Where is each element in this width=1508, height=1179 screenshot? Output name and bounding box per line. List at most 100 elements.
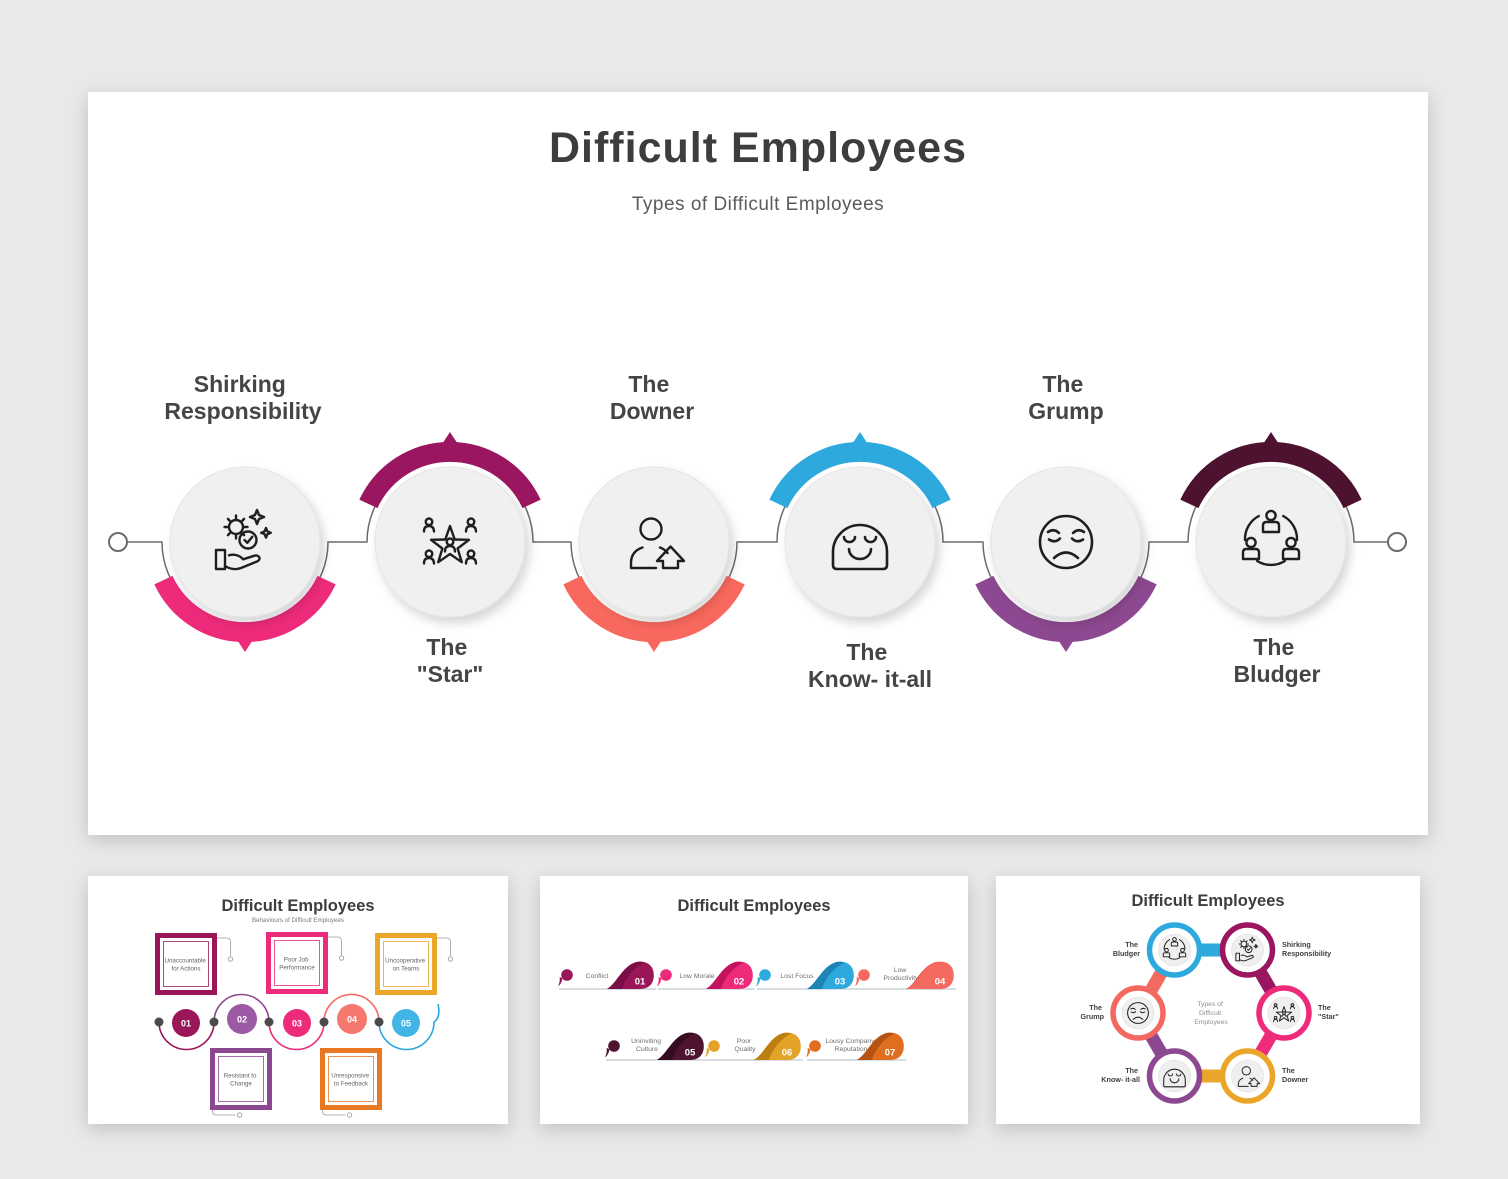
list-item: Low Productivity 04 [855, 961, 956, 990]
svg-text:01: 01 [181, 1019, 191, 1029]
drop-icon [705, 1040, 720, 1058]
behaviour-square: Uncooperative on Teams [375, 933, 454, 995]
svg-text:Unaccountable for Acti: Unaccountable for Actions [164, 958, 207, 973]
cycle-center-caption: Types of Difficult Employees [1194, 1001, 1228, 1026]
node-arc-point [637, 626, 671, 652]
employee-type-node: The Know- it-all [769, 432, 951, 692]
svg-text:Lost Focus: Lost Focus [780, 973, 814, 980]
cycle-node: The Bludger [1113, 922, 1203, 978]
cycle-node: Shirking Responsibility [1219, 922, 1331, 978]
step-circle: 01 [172, 1009, 200, 1037]
drop-icon [605, 1040, 620, 1058]
employee-type-label: The Know- it-all [808, 639, 932, 692]
thumbnail-title: Difficult Employees [221, 897, 374, 915]
step-circle: 02 [227, 1004, 257, 1034]
timeline-connector-line [127, 458, 1388, 626]
svg-text:04: 04 [347, 1015, 357, 1025]
drop-icon [806, 1040, 821, 1058]
employee-type-node: Shirking Responsibility [154, 371, 336, 652]
svg-text:The "Star": The "Star" [1318, 1003, 1339, 1021]
cycle-node: The Downer [1219, 1048, 1309, 1104]
svg-text:The Bludger: The Bludger [1113, 940, 1140, 958]
svg-text:Lousy Company Reputati: Lousy Company Reputation [825, 1038, 876, 1053]
list-item: Lost Focus 03 [756, 961, 856, 990]
svg-text:Poor Quality: Poor Quality [734, 1038, 756, 1053]
node-circle [578, 466, 730, 618]
employee-type-label: Shirking Responsibility [164, 371, 321, 424]
svg-text:01: 01 [635, 977, 646, 988]
drop-icon [558, 969, 573, 987]
cycle-node: The "Star" [1256, 985, 1339, 1041]
svg-text:05: 05 [401, 1019, 411, 1029]
svg-text:07: 07 [885, 1048, 896, 1059]
svg-text:02: 02 [734, 977, 745, 988]
svg-text:The Grump: The Grump [1080, 1003, 1104, 1021]
svg-text:03: 03 [292, 1019, 302, 1029]
thumbnail-title: Difficult Employees [1131, 892, 1284, 910]
step-divider-dots [154, 1017, 384, 1027]
thumbnail-subtitle: Behaviours of Difficult Employees [252, 917, 344, 924]
employee-type-label: The Downer [610, 371, 694, 424]
step-wave-line [158, 993, 440, 1051]
behaviour-square: Poor Job Performance [266, 932, 345, 994]
thumbnail-list-slide[interactable]: Difficult Employees Conflict 01 Low Mora… [540, 876, 968, 1124]
svg-text:Shirking Responsibilit: Shirking Responsibility [1282, 940, 1331, 958]
behaviour-square: Unaccountable for Actions [155, 933, 234, 995]
svg-text:04: 04 [935, 977, 946, 988]
svg-text:Uncooperative on Teams: Uncooperative on Teams [385, 958, 427, 973]
svg-text:05: 05 [685, 1048, 696, 1059]
slide-title: Difficult Employees [548, 124, 968, 172]
drop-icon [756, 969, 771, 987]
drop-icon [657, 969, 672, 987]
svg-text:Uninviting Culture: Uninviting Culture [631, 1038, 663, 1053]
svg-text:Resistant to Change: Resistant to Change [224, 1073, 258, 1088]
step-circle: 03 [283, 1009, 311, 1037]
list-item: Poor Quality 06 [705, 1032, 803, 1061]
behaviour-square: Resistant to Change [210, 1048, 272, 1118]
cycle-node: The Grump [1080, 985, 1166, 1041]
svg-text:The Downer: The Downer [1282, 1066, 1309, 1084]
employee-type-node: The "Star" [359, 432, 541, 687]
node-circle [374, 466, 526, 618]
timeline-start-dot [108, 532, 128, 552]
svg-text:Conflict: Conflict [586, 973, 609, 980]
svg-text:Unresponsive to Feedba: Unresponsive to Feedback [331, 1073, 371, 1088]
list-item: Conflict 01 [558, 961, 656, 990]
svg-text:03: 03 [835, 977, 846, 988]
node-arc-point [433, 432, 467, 458]
node-circle [784, 466, 936, 618]
node-circle [990, 466, 1142, 618]
thumbnail-behaviours-slide[interactable]: Difficult Employees Behaviours of Diffic… [88, 876, 508, 1124]
step-circle: 05 [392, 1009, 420, 1037]
svg-text:The Know- it-all: The Know- it-all [1101, 1066, 1140, 1084]
node-arc-point [843, 432, 877, 458]
employee-type-label: The Bludger [1234, 634, 1321, 687]
node-arc-point [1049, 626, 1083, 652]
svg-text:Poor Job Performance: Poor Job Performance [279, 957, 315, 972]
svg-text:Low Morale: Low Morale [679, 973, 714, 980]
svg-text:Low Productivity: Low Productivity [883, 967, 919, 982]
employee-type-label: The "Star" [417, 634, 484, 687]
employee-type-label: The Grump [1028, 371, 1103, 424]
thumbnail-title: Difficult Employees [677, 897, 830, 915]
node-arc-point [1254, 432, 1288, 458]
node-circle [1195, 466, 1347, 618]
svg-text:06: 06 [782, 1048, 793, 1059]
employee-type-node: The Grump [975, 371, 1157, 652]
list-item: Low Morale 02 [657, 961, 755, 990]
main-slide-preview: Difficult Employees Types of Difficult E… [88, 92, 1428, 835]
cycle-node: The Know- it-all [1101, 1048, 1203, 1104]
list-item: Lousy Company Reputation 07 [806, 1032, 906, 1061]
svg-text:02: 02 [237, 1015, 247, 1025]
timeline-end-dot [1387, 532, 1407, 552]
drop-icon [855, 969, 870, 987]
thumbnail-cycle-slide[interactable]: Difficult Employees Types of Difficult E… [996, 876, 1420, 1124]
node-arc-point [228, 626, 262, 652]
step-circle: 04 [337, 1004, 367, 1034]
list-item: Uninviting Culture 05 [605, 1032, 706, 1061]
timeline-diagram: Shirking Responsibility The "Star" The D… [108, 371, 1407, 692]
slide-subtitle: Types of Difficult Employees [631, 194, 885, 215]
employee-type-node: The Bludger [1180, 432, 1362, 687]
employee-type-node: The Downer [563, 371, 745, 652]
behaviour-square: Unresponsive to Feedback [320, 1048, 382, 1118]
